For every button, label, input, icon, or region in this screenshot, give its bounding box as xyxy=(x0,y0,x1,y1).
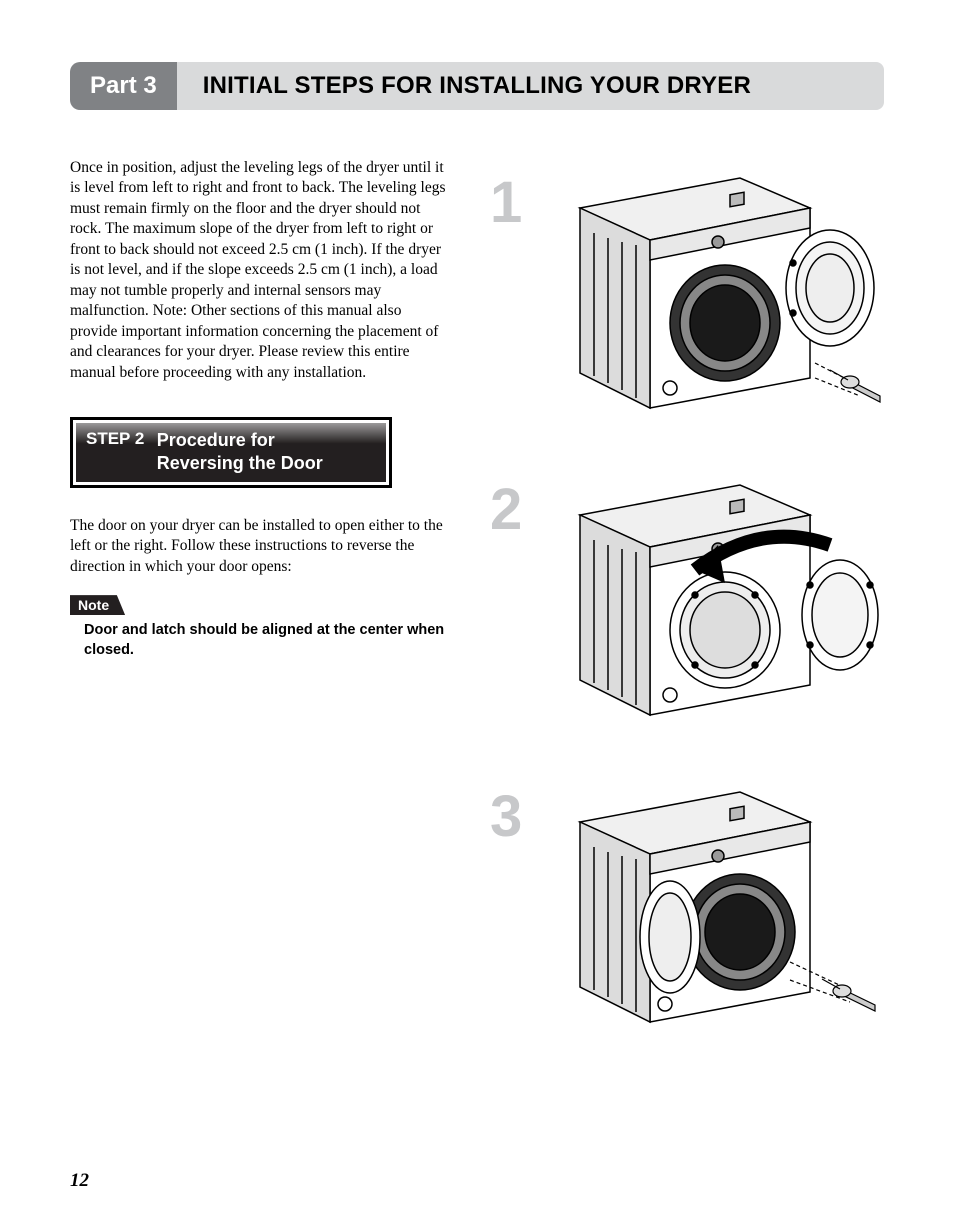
note-label: Note xyxy=(70,595,125,615)
figure-1-illustration xyxy=(530,158,890,423)
right-column: 1 xyxy=(490,158,890,1037)
step-2-title-line2: Reversing the Door xyxy=(157,453,323,473)
page-number: 12 xyxy=(70,1170,89,1192)
page-title: INITIAL STEPS FOR INSTALLING YOUR DRYER xyxy=(177,62,884,110)
left-column: Once in position, adjust the leveling le… xyxy=(70,158,450,1037)
step-2-title-line1: Procedure for xyxy=(157,430,275,450)
note-text: Door and latch should be aligned at the … xyxy=(70,621,450,660)
step-2-heading-box: STEP 2 Procedure for Reversing the Door xyxy=(70,417,392,488)
step-2-title: Procedure for Reversing the Door xyxy=(157,429,323,476)
part-label: Part 3 xyxy=(70,62,177,110)
intro-paragraph: Once in position, adjust the leveling le… xyxy=(70,158,450,383)
door-paragraph: The door on your dryer can be installed … xyxy=(70,516,450,577)
header: Part 3 INITIAL STEPS FOR INSTALLING YOUR… xyxy=(70,62,884,110)
figure-3-number: 3 xyxy=(490,788,530,846)
figure-2-illustration xyxy=(530,465,890,730)
step-2-label: STEP 2 xyxy=(86,429,144,449)
figure-3-illustration xyxy=(530,772,890,1037)
figure-1-number: 1 xyxy=(490,174,530,232)
figure-2: 2 xyxy=(490,465,890,730)
figure-1: 1 xyxy=(490,158,890,423)
figure-3: 3 xyxy=(490,772,890,1037)
figure-2-number: 2 xyxy=(490,481,530,539)
